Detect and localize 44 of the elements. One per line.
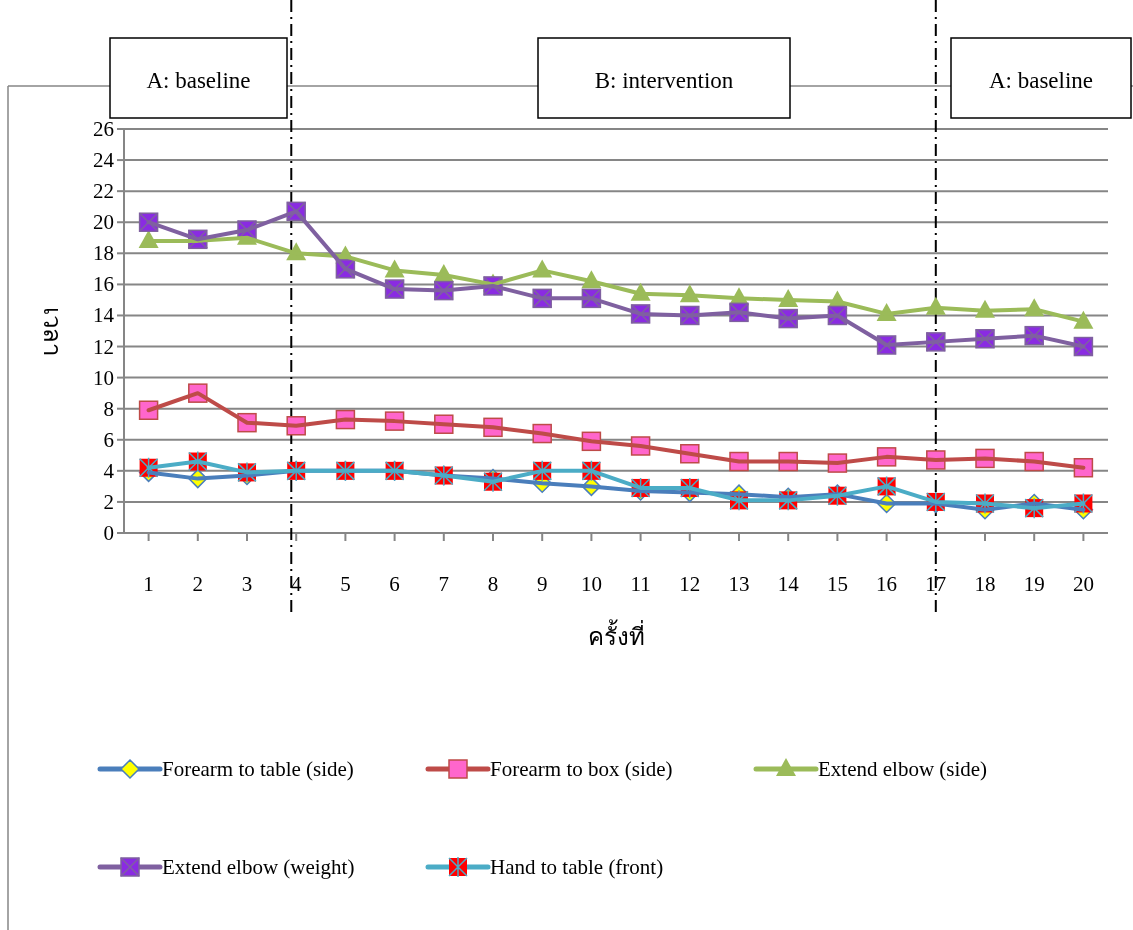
x-tick-label: 6 xyxy=(389,572,400,596)
x-tick-label: 3 xyxy=(241,572,253,596)
y-tick-label: 20 xyxy=(93,210,114,235)
x-tick-label: 19 xyxy=(1023,572,1045,596)
legend-label: Extend elbow (side) xyxy=(818,757,988,781)
x-tick-label: 14 xyxy=(777,572,800,596)
x-tick-label: 7 xyxy=(438,572,450,596)
x-tick-label: 13 xyxy=(728,572,750,596)
x-tick-label: 17 xyxy=(925,572,947,596)
y-tick-label: 26 xyxy=(93,117,114,141)
x-axis-title: ครั้งที่ xyxy=(587,619,645,650)
y-tick-label: 2 xyxy=(103,489,114,514)
x-tick-label: 12 xyxy=(679,572,701,596)
x-tick-label: 4 xyxy=(290,572,302,596)
text: B: intervention xyxy=(594,68,734,93)
y-tick-label: 10 xyxy=(93,365,114,390)
x-tick-label: 11 xyxy=(630,572,651,596)
y-tick-label: 8 xyxy=(103,396,114,421)
x-tick-label: 2 xyxy=(192,572,204,596)
x-tick-label: 18 xyxy=(974,572,996,596)
x-tick-label: 20 xyxy=(1072,572,1094,596)
y-tick-label: 4 xyxy=(103,458,115,483)
y-tick-label: 6 xyxy=(103,427,114,452)
x-tick-label: 1 xyxy=(143,572,154,596)
y-tick-label: 12 xyxy=(93,334,114,359)
y-tick-label: 24 xyxy=(93,148,115,173)
legend-label: Forearm to table (side) xyxy=(162,757,354,781)
legend-label: Hand to table (front) xyxy=(490,855,664,879)
y-tick-label: 18 xyxy=(93,241,114,266)
y-tick-label: 0 xyxy=(103,521,114,545)
y-tick-label: 22 xyxy=(93,179,114,204)
x-tick-label: 9 xyxy=(536,572,548,596)
x-tick-label: 16 xyxy=(876,572,898,596)
text: A: baseline xyxy=(988,68,1094,93)
x-tick-label: 15 xyxy=(826,572,848,596)
legend-label: Forearm to box (side) xyxy=(490,757,673,781)
x-tick-label: 8 xyxy=(487,572,499,596)
y-tick-label: 14 xyxy=(93,303,115,328)
x-tick-label: 10 xyxy=(580,572,602,596)
y-tick-label: 16 xyxy=(93,272,114,297)
legend-label: Extend elbow (weight) xyxy=(162,855,355,879)
y-axis-title: เวลา xyxy=(39,306,65,356)
text: A: baseline xyxy=(146,68,251,93)
x-tick-label: 5 xyxy=(340,572,351,596)
